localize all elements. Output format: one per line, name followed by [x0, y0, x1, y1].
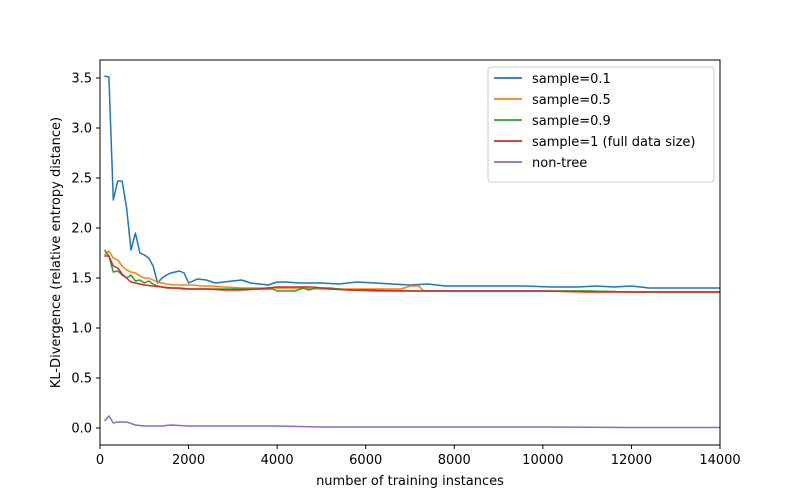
legend-label: sample=1 (full data size) — [532, 135, 696, 150]
series-line-4 — [104, 255, 720, 293]
legend: sample=0.1 sample=0.5 sample=0.9 sample=1 (… — [487, 66, 715, 183]
y-tick-label: 1.5 — [71, 272, 92, 287]
y-tick-label: 3.5 — [71, 72, 92, 87]
legend-label: sample=0.1 — [532, 72, 611, 87]
x-tick-label: 8000 — [438, 453, 471, 468]
x-tick-label: 4000 — [261, 453, 294, 468]
x-tick-label: 0 — [96, 453, 104, 468]
x-axis-ticks: 0 2000 4000 6000 8000 10000 12000 14000 — [96, 445, 741, 468]
y-tick-label: 1.0 — [71, 322, 92, 337]
plot-frame — [99, 59, 721, 446]
series-line-5 — [103, 415, 720, 429]
y-tick-label: 3.0 — [71, 122, 92, 137]
y-axis-label: KL-Divergence (relative entropy distance… — [49, 117, 64, 388]
y-tick-label: 0.0 — [71, 422, 92, 437]
x-tick-label: 14000 — [699, 453, 740, 468]
y-tick-label: 2.5 — [71, 172, 92, 187]
x-tick-label: 2000 — [172, 453, 205, 468]
plot-lines — [103, 75, 720, 429]
x-axis-label: number of training instances — [316, 474, 504, 489]
x-tick-label: 6000 — [349, 453, 382, 468]
y-tick-label: 2.0 — [71, 222, 92, 237]
y-axis-ticks: 0.0 0.5 1.0 1.5 2.0 2.5 3.0 3.5 — [71, 72, 100, 437]
legend-label: non-tree — [532, 156, 587, 171]
legend-box — [487, 66, 715, 183]
y-tick-label: 0.5 — [71, 372, 92, 387]
legend-label: sample=0.5 — [532, 93, 611, 108]
legend-label: sample=0.9 — [532, 114, 611, 129]
x-tick-label: 12000 — [611, 453, 652, 468]
series-line-1 — [104, 75, 720, 289]
x-tick-label: 10000 — [522, 453, 563, 468]
